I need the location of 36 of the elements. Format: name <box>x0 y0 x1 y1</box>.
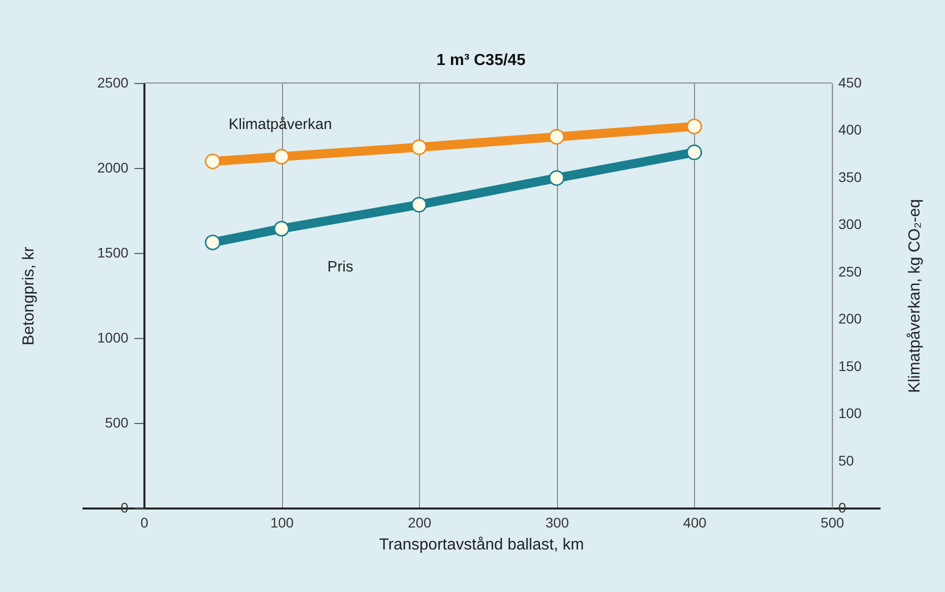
y-tick-label: 1000 <box>97 330 129 346</box>
point <box>548 170 564 186</box>
y-tick-label: 2500 <box>97 74 129 90</box>
y-axis-title: Betongpris, kr <box>20 246 38 346</box>
y2-tick-label: 400 <box>838 122 862 138</box>
series-label: Klimatpåverkan <box>228 116 332 133</box>
y2-tick-label: 450 <box>838 74 862 90</box>
point <box>274 148 290 164</box>
y2-tick-label: 350 <box>838 168 862 185</box>
x-tick-label: 200 <box>408 514 432 530</box>
point <box>204 234 221 250</box>
point <box>686 144 702 160</box>
y-tick-label: 1500 <box>97 244 129 260</box>
point <box>411 196 427 213</box>
y2-axis-title: Klimatpåverkan, kg CO₂-eq <box>906 199 924 393</box>
x-tick-label: 100 <box>270 514 294 530</box>
y-tick-label: 2000 <box>97 160 129 176</box>
y2-tick-label: 250 <box>838 263 862 280</box>
y-tick-label: 500 <box>105 414 129 430</box>
x-axis-title: Transportavstånd ballast, km <box>379 536 584 554</box>
text: Pris <box>327 258 354 276</box>
y2-tick-label: 300 <box>838 216 862 232</box>
point <box>686 118 702 134</box>
x-tick-label: 400 <box>683 514 707 530</box>
point <box>204 154 221 170</box>
y2-tick-label: 100 <box>838 405 862 422</box>
x-tick-label: 500 <box>820 514 844 530</box>
point <box>411 139 427 156</box>
x-tick-label: 0 <box>140 514 149 530</box>
point <box>548 129 564 145</box>
y2-tick-label: 150 <box>838 358 862 374</box>
y2-tick-label: 200 <box>838 310 862 327</box>
point <box>274 220 290 236</box>
chart-title: 1 m³ C35/45 <box>436 52 526 69</box>
y2-tick-label: 50 <box>838 452 854 468</box>
x-tick-label: 300 <box>545 514 570 530</box>
